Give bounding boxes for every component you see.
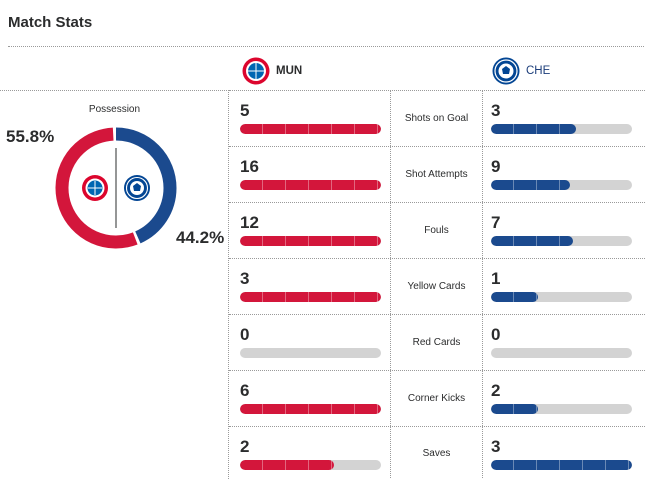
home-stat-value: 5: [240, 101, 250, 120]
away-stat-bar: [491, 348, 632, 358]
away-stat-bar-fill: [491, 180, 570, 190]
home-stat-value: 16: [240, 157, 259, 176]
away-stat-bar: [491, 124, 632, 134]
stat-label: Red Cards: [390, 315, 483, 370]
home-stat-bar: [240, 460, 381, 470]
home-team-header[interactable]: MUN: [242, 54, 302, 88]
away-stat-bar-fill: [491, 292, 538, 302]
home-stat-bar-fill: [240, 460, 335, 470]
home-team-abbr: MUN: [276, 65, 303, 77]
home-stat-bar: [240, 292, 381, 302]
possession-home-value: 55.8%: [6, 127, 55, 146]
home-stat-value: 2: [240, 437, 250, 456]
away-stat-bar-fill: [491, 404, 538, 414]
stat-row: 3 Yellow Cards 1: [229, 258, 645, 314]
home-stat-bar: [240, 180, 381, 190]
stat-label: Saves: [390, 427, 483, 479]
home-stat-bar-fill: [240, 124, 381, 134]
home-stat-bar: [240, 236, 381, 246]
away-stat-value: 9: [491, 157, 501, 176]
home-stat-bar-fill: [240, 404, 381, 414]
home-stat-value: 0: [240, 325, 250, 344]
away-stat-bar: [491, 460, 632, 470]
home-stat-value: 3: [240, 269, 250, 288]
away-stat-bar: [491, 236, 632, 246]
home-stat-bar-fill: [240, 292, 381, 302]
away-stat-value: 2: [491, 381, 501, 400]
away-stat-value: 0: [491, 325, 501, 344]
home-stat-bar: [240, 124, 381, 134]
home-stat-bar-fill: [240, 236, 381, 246]
possession-panel: Possession 55.8% 44.2%: [0, 90, 229, 479]
away-stat-value: 7: [491, 213, 501, 232]
stat-label: Corner Kicks: [390, 371, 483, 426]
away-stat-bar-fill: [491, 460, 632, 470]
possession-away-arc: [55, 127, 177, 249]
away-stat-value: 1: [491, 269, 501, 288]
stat-label: Shot Attempts: [390, 147, 483, 202]
stat-row: 12 Fouls 7: [229, 202, 645, 258]
stat-row: 2 Saves 3: [229, 426, 645, 479]
away-stat-bar-fill: [491, 124, 576, 134]
home-stat-bar: [240, 404, 381, 414]
away-stat-value: 3: [491, 101, 501, 120]
bayern-crest-icon: [82, 175, 108, 201]
chelsea-crest-icon: [492, 57, 520, 85]
possession-away-value: 44.2%: [176, 228, 225, 247]
title-divider: [8, 46, 644, 47]
chelsea-crest-icon: [124, 175, 150, 201]
page-title: Match Stats: [8, 14, 93, 31]
away-stat-bar-fill: [491, 236, 573, 246]
stat-label: Fouls: [390, 203, 483, 258]
stat-row: 6 Corner Kicks 2: [229, 370, 645, 426]
away-stat-value: 3: [491, 437, 501, 456]
stat-row: 0 Red Cards 0: [229, 314, 645, 370]
away-stat-bar: [491, 404, 632, 414]
home-stat-bar-fill: [240, 180, 381, 190]
stat-label: Yellow Cards: [390, 259, 483, 314]
away-team-header[interactable]: CHE: [492, 54, 550, 88]
away-team-abbr: CHE: [526, 65, 551, 77]
home-stat-value: 6: [240, 381, 250, 400]
away-stat-bar: [491, 180, 632, 190]
home-stat-value: 12: [240, 213, 259, 232]
stat-row: 5 Shots on Goal 3: [229, 90, 645, 146]
stat-label: Shots on Goal: [390, 91, 483, 146]
stat-row: 16 Shot Attempts 9: [229, 146, 645, 202]
possession-label: Possession: [88, 104, 141, 115]
home-stat-bar: [240, 348, 381, 358]
possession-donut-chart: [55, 127, 177, 249]
away-stat-bar: [491, 292, 632, 302]
bayern-crest-icon: [242, 57, 270, 85]
stats-table: 5 Shots on Goal 3 16 Shot Attempts 9 12 Fouls 7 3…: [229, 90, 645, 479]
